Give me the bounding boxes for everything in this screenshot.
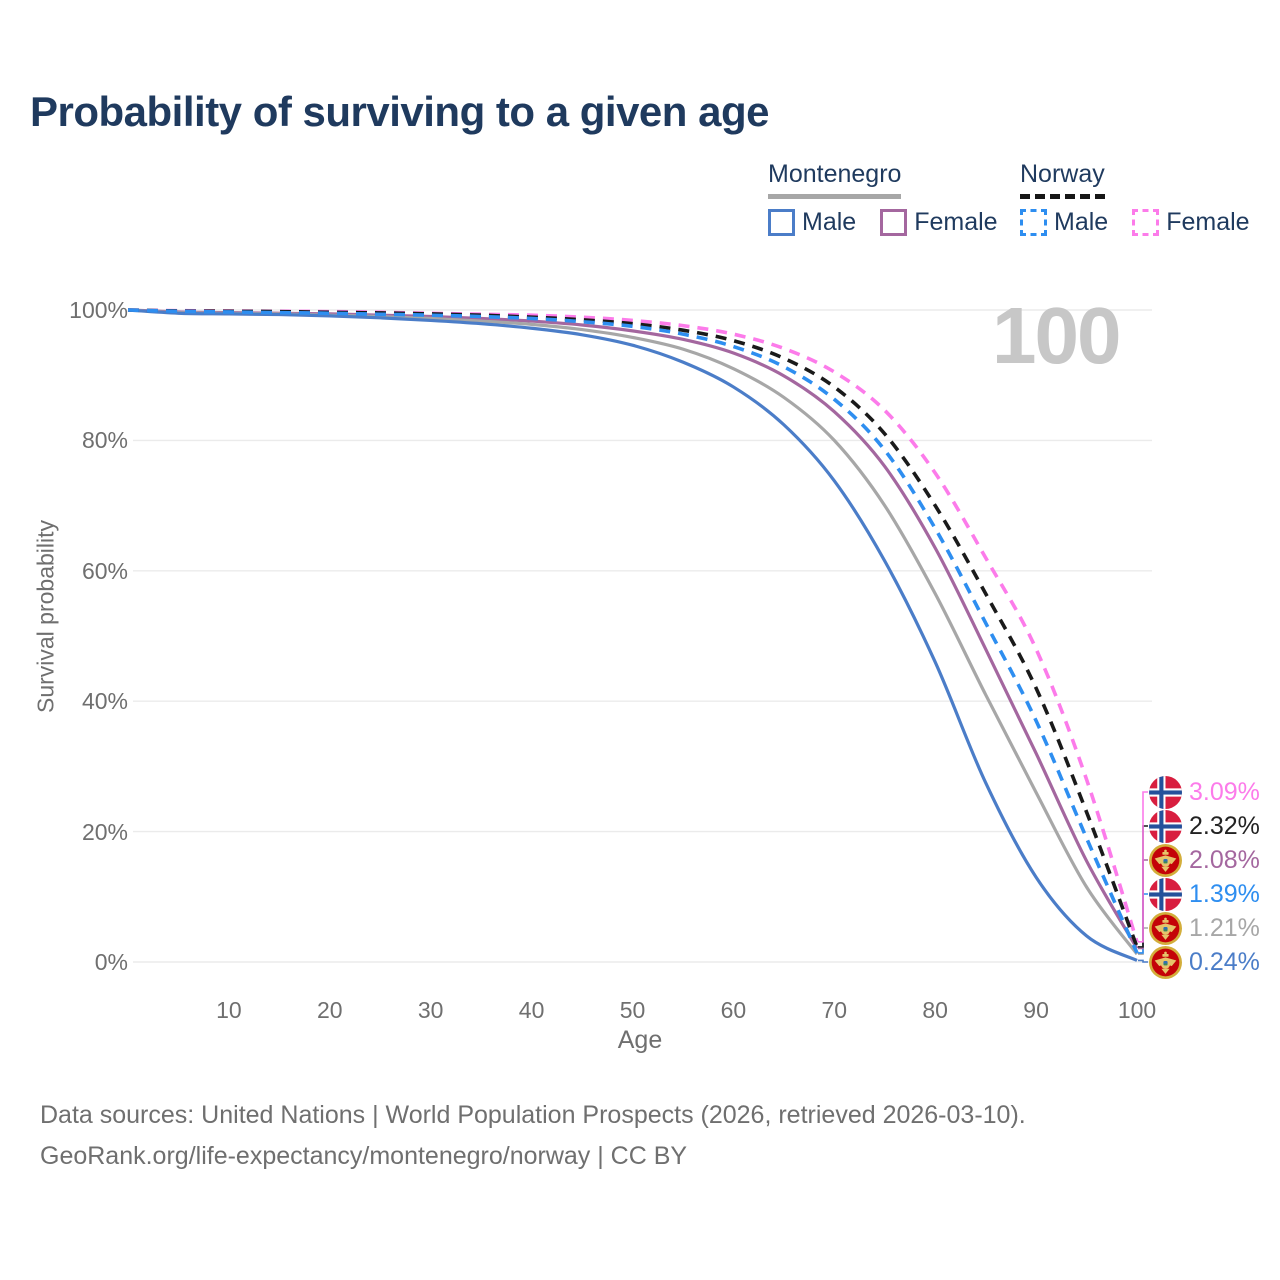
y-tick-label: 0%: [94, 949, 128, 975]
x-tick-label: 60: [720, 997, 747, 1023]
y-axis-title: Survival probability: [32, 519, 59, 714]
montenegro-flag-icon: [1149, 911, 1182, 945]
legend-country-norway: Norway: [1020, 160, 1105, 199]
y-tick-label: 60%: [81, 557, 128, 584]
montenegro-flag-icon: [1149, 843, 1182, 877]
end-value: 1.39%: [1189, 879, 1260, 908]
curve-montenegro-total: [127, 308, 1139, 956]
norway-flag-icon: [1149, 877, 1182, 911]
data-source-caption: Data sources: United Nations | World Pop…: [40, 1095, 1026, 1177]
norway-flag-icon: [1149, 775, 1182, 809]
end-label-norway-male: 1.39%: [1149, 877, 1260, 911]
curve-montenegro-female: [127, 308, 1139, 950]
legend-swatch-norway-male[interactable]: [1020, 209, 1047, 236]
legend-item-norway-female[interactable]: Female: [1166, 208, 1250, 236]
y-tick-label: 100%: [69, 297, 128, 323]
x-tick-label: 20: [317, 997, 343, 1023]
curve-norway-total: [127, 308, 1139, 948]
legend-swatch-norway-female[interactable]: [1132, 209, 1160, 236]
norway-flag-icon: [1149, 809, 1182, 843]
caption-line-2: GeoRank.org/life-expectancy/montenegro/n…: [40, 1142, 688, 1170]
x-tick-label: 70: [821, 997, 848, 1023]
page-title: Probability of surviving to a given age: [30, 88, 769, 135]
end-value: 2.08%: [1189, 845, 1260, 874]
x-tick-label: 40: [518, 997, 545, 1023]
legend-swatch-montenegro-male[interactable]: [768, 209, 795, 236]
x-tick-label: 10: [216, 997, 242, 1023]
end-label-norway-total: 2.32%: [1149, 809, 1260, 843]
y-tick-label: 80%: [81, 427, 128, 454]
legend-group-montenegro: Montenegro Male Female: [768, 160, 1022, 237]
curve-norway-male: [127, 308, 1139, 954]
curve-norway-female: [127, 308, 1139, 943]
x-tick-label: 50: [619, 997, 646, 1023]
legend-group-norway: Norway Male Female: [1020, 160, 1274, 237]
legend-item-montenegro-female[interactable]: Female: [914, 208, 998, 236]
end-label-montenegro-male: 0.24%: [1149, 945, 1260, 979]
curve-montenegro-male: [127, 308, 1138, 962]
x-axis-title: Age: [617, 1026, 663, 1054]
caption-line-1: Data sources: United Nations | World Pop…: [40, 1101, 1026, 1129]
legend-country-montenegro: Montenegro: [768, 160, 902, 199]
end-value: 1.21%: [1189, 913, 1260, 942]
end-value: 3.09%: [1189, 777, 1260, 806]
montenegro-flag-icon: [1149, 945, 1182, 979]
legend-item-norway-male[interactable]: Male: [1054, 208, 1109, 236]
end-label-montenegro-female: 2.08%: [1149, 843, 1260, 877]
x-tick-label: 80: [922, 997, 948, 1023]
end-value: 0.24%: [1189, 947, 1260, 976]
legend-swatch-montenegro-female[interactable]: [880, 209, 908, 236]
x-tick-label: 90: [1023, 997, 1049, 1023]
y-tick-label: 20%: [81, 818, 128, 845]
end-value: 2.32%: [1189, 811, 1260, 840]
x-tick-label: 100: [1117, 997, 1157, 1023]
age-counter-watermark: 100: [992, 291, 1121, 380]
y-tick-label: 40%: [81, 688, 128, 715]
end-label-montenegro-total: 1.21%: [1149, 911, 1260, 945]
x-tick-label: 30: [417, 997, 444, 1023]
end-label-norway-female: 3.09%: [1149, 775, 1260, 809]
legend-item-montenegro-male[interactable]: Male: [802, 208, 857, 236]
